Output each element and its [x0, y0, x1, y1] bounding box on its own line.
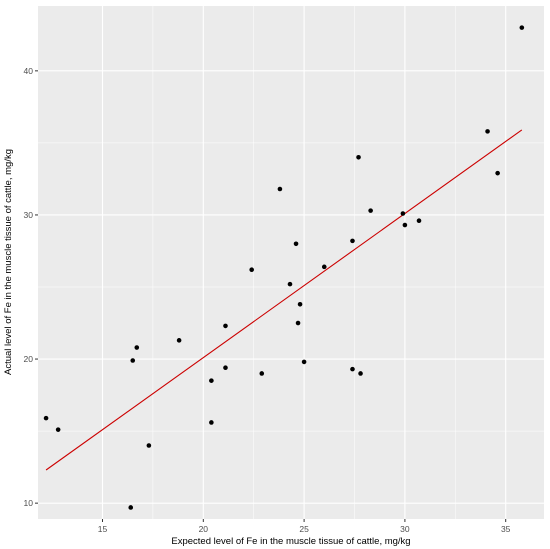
data-point	[249, 267, 254, 273]
data-point	[495, 170, 500, 176]
data-point	[519, 25, 525, 30]
data-point	[146, 443, 152, 448]
x-tick-label: 25	[299, 524, 309, 534]
data-point	[223, 365, 228, 370]
data-point	[297, 301, 303, 307]
y-tick-label: 30	[24, 210, 34, 220]
data-point	[43, 415, 49, 421]
data-point	[259, 371, 265, 376]
data-point	[400, 211, 406, 216]
data-point	[130, 358, 136, 363]
x-axis-ticks: 15 20 25 30 35	[98, 519, 511, 534]
x-tick-label: 20	[199, 524, 209, 534]
data-point	[55, 427, 61, 432]
y-tick-label: 40	[24, 66, 34, 76]
data-point	[293, 241, 299, 247]
major-grid	[38, 6, 544, 519]
data-point	[358, 371, 363, 376]
data-point	[295, 320, 301, 326]
plot-panel	[38, 6, 544, 519]
data-point	[368, 208, 373, 213]
x-tick-label: 15	[98, 524, 108, 534]
data-point	[416, 218, 422, 224]
x-axis-title: Expected level of Fe in the muscle tissu…	[171, 536, 410, 547]
data-point	[209, 420, 214, 425]
data-point	[128, 505, 134, 510]
data-point	[287, 281, 293, 287]
y-axis-title: Actual level of Fe in the muscle tissue …	[3, 149, 14, 375]
data-point	[356, 155, 361, 160]
fit-line-group	[45, 129, 523, 471]
y-tick-label: 10	[24, 498, 34, 508]
y-tick-label: 20	[24, 354, 34, 364]
minor-grid	[38, 6, 544, 519]
data-point	[134, 345, 140, 350]
data-point	[402, 222, 408, 228]
data-point	[301, 359, 307, 365]
data-point	[209, 378, 214, 383]
x-tick-label: 30	[400, 524, 410, 534]
data-point	[176, 338, 182, 343]
data-point	[277, 186, 283, 192]
data-point	[350, 366, 355, 372]
y-axis-ticks: 10 20 30 40	[24, 66, 38, 508]
data-point	[350, 238, 355, 244]
points-group	[43, 25, 525, 510]
x-tick-label: 35	[501, 524, 511, 534]
fit-line	[45, 129, 523, 471]
data-point	[485, 129, 490, 134]
data-point	[223, 323, 228, 329]
data-point	[321, 264, 327, 270]
